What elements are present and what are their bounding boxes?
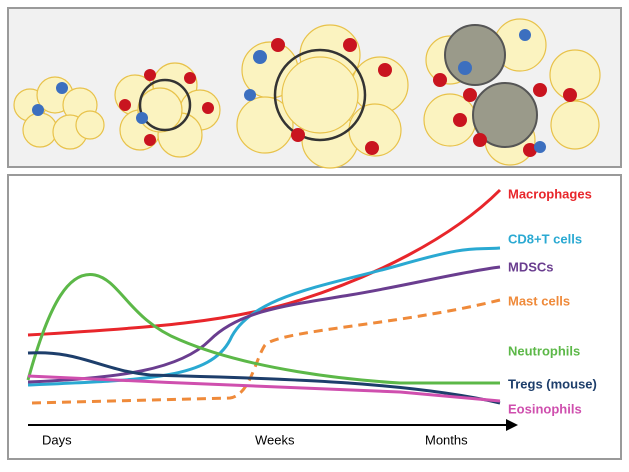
legend-label: Neutrophils [508, 343, 580, 358]
legend-label: Tregs (mouse) [508, 376, 597, 391]
time-label: Weeks [255, 432, 295, 447]
trend-curve [26, 272, 500, 385]
time-label: Days [42, 432, 72, 447]
trend-curve [27, 265, 501, 384]
tumor-stage-illustrations [13, 18, 601, 169]
time-label: Months [425, 432, 468, 447]
necrotic-cores [444, 24, 538, 148]
immune-cells-red [119, 38, 577, 157]
chart-panel [7, 174, 622, 460]
legend-label: CD8+T cells [508, 231, 582, 246]
trend-curve [27, 351, 501, 405]
trend-curve [27, 374, 501, 403]
axis-arrow [506, 419, 518, 431]
trend-curve [27, 188, 502, 337]
curves [26, 188, 502, 405]
legend-label: Mast cells [508, 293, 570, 308]
legend-label: MDSCs [508, 259, 554, 274]
immune-cells-blue [32, 29, 546, 153]
vessel-rings [138, 48, 367, 142]
legend: Macrophages CD8+T cells MDSCs Mast cells Neu… [508, 186, 597, 416]
legend-label: Macrophages [508, 186, 592, 201]
trend-curve [27, 246, 501, 387]
legend-label: Eosinophils [508, 401, 582, 416]
